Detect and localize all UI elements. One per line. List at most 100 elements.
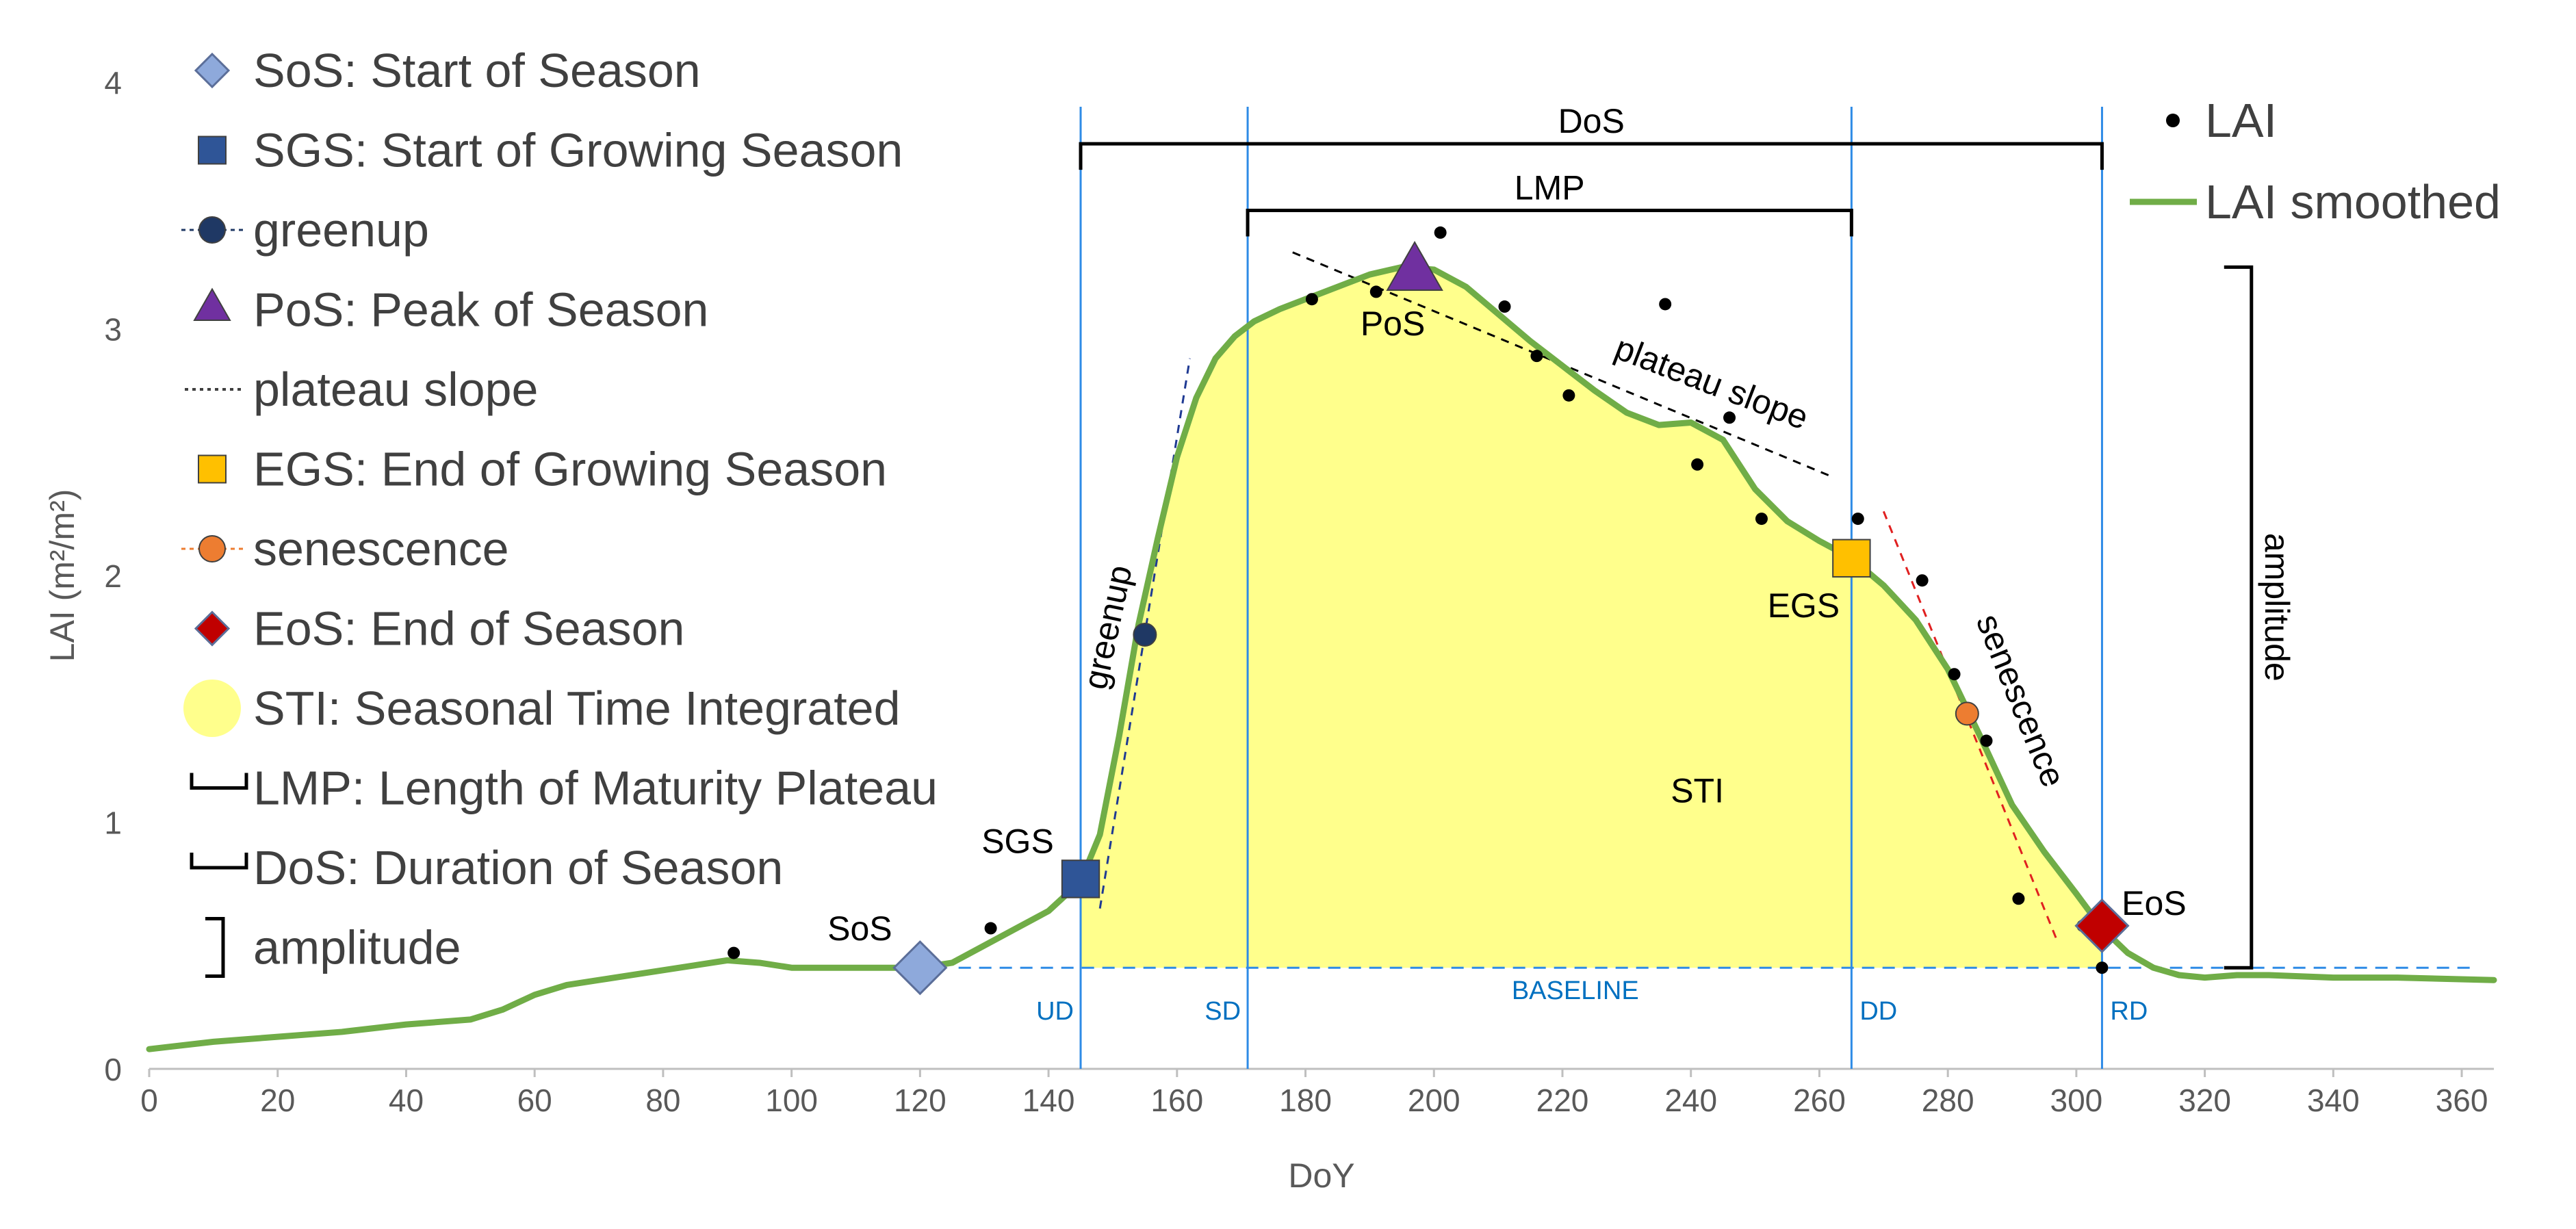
x-tick-label: 260 bbox=[1793, 1083, 1846, 1118]
baseline-label: BASELINE bbox=[1512, 976, 1639, 1005]
legend-bracket-symbol bbox=[190, 773, 248, 790]
egs-marker bbox=[1832, 539, 1871, 578]
x-tick-label: 220 bbox=[1536, 1083, 1589, 1118]
pos-marker bbox=[1386, 240, 1443, 291]
legend-triangle-symbol bbox=[193, 287, 231, 321]
amplitude-bracket bbox=[2224, 265, 2254, 970]
sos-label: SoS bbox=[827, 909, 892, 948]
legend-circle-symbol bbox=[198, 216, 226, 244]
legend-label: PoS: Peak of Season bbox=[253, 283, 708, 337]
legend-square-symbol bbox=[198, 454, 227, 484]
lai-point bbox=[2012, 892, 2025, 905]
legend-right: LAI LAI smoothed bbox=[2130, 94, 2501, 229]
sgs-marker bbox=[1061, 859, 1100, 898]
greenup-marker bbox=[1133, 623, 1157, 647]
y-tick-label: 1 bbox=[104, 805, 122, 841]
lai-smoothed-line bbox=[146, 263, 2497, 1052]
y-axis-title: LAI (m²/m²) bbox=[43, 489, 81, 662]
legend-label: senescence bbox=[253, 522, 509, 575]
legend-label: amplitude bbox=[253, 921, 461, 974]
legend-label: LAI bbox=[2205, 94, 2277, 147]
lai-point bbox=[1948, 668, 1961, 681]
vertical-line-label: RD bbox=[2110, 997, 2148, 1026]
x-tick-label: 160 bbox=[1150, 1083, 1203, 1118]
lai-point bbox=[1562, 389, 1575, 402]
legend-label: SoS: Start of Season bbox=[253, 44, 701, 97]
series-layer bbox=[146, 226, 2497, 1052]
x-tick-label: 40 bbox=[389, 1083, 424, 1118]
y-tick-label: 0 bbox=[104, 1052, 122, 1087]
legend-left: SoS: Start of Season SGS: Start of Growin… bbox=[181, 44, 938, 978]
lai-point bbox=[1980, 734, 1993, 747]
y-tick-label: 3 bbox=[104, 312, 122, 348]
legend-bracket-symbol bbox=[205, 917, 225, 978]
x-tick-label: 200 bbox=[1408, 1083, 1460, 1118]
x-tick-label: 80 bbox=[645, 1083, 680, 1118]
y-tick-label: 2 bbox=[104, 558, 122, 594]
legend-label: greenup bbox=[253, 203, 429, 257]
x-tick-label: 280 bbox=[1922, 1083, 1974, 1118]
lai-point bbox=[1723, 411, 1736, 424]
lai-point bbox=[1659, 298, 1672, 311]
x-tick-label: 320 bbox=[2178, 1083, 2231, 1118]
lai-point bbox=[1498, 300, 1511, 313]
eos-marker bbox=[2074, 898, 2130, 954]
x-tick-label: 180 bbox=[1279, 1083, 1332, 1118]
legend-label: SGS: Start of Growing Season bbox=[253, 124, 903, 177]
sti-fill-layer bbox=[1081, 267, 2102, 968]
dos-label: DoS bbox=[1558, 102, 1625, 140]
sti-label: STI bbox=[1671, 772, 1724, 810]
x-tick-label: 120 bbox=[894, 1083, 946, 1118]
legend-sti-symbol bbox=[183, 680, 241, 737]
legend-label: EoS: End of Season bbox=[253, 602, 684, 656]
lai-point bbox=[2096, 961, 2109, 974]
egs-label: EGS bbox=[1768, 586, 1840, 625]
x-tick-label: 360 bbox=[2436, 1083, 2488, 1118]
x-tick-label: 140 bbox=[1022, 1083, 1075, 1118]
x-tick-label: 20 bbox=[260, 1083, 295, 1118]
legend-diamond-symbol bbox=[194, 52, 231, 89]
legend-bracket-symbol bbox=[190, 853, 248, 870]
y-tick-label: 4 bbox=[104, 65, 122, 101]
axes-layer: 0 20 40 60 80 100 120 140 160 180 200 220 240 260 280 3… bbox=[43, 65, 2494, 1195]
lai-point bbox=[1851, 513, 1864, 526]
pos-label: PoS bbox=[1361, 305, 1426, 343]
lai-point bbox=[1691, 458, 1704, 471]
legend-label: EGS: End of Growing Season bbox=[253, 443, 887, 496]
x-tick-label: 100 bbox=[765, 1083, 818, 1118]
dos-bracket bbox=[1079, 142, 2104, 170]
vertical-line-label: DD bbox=[1859, 997, 1897, 1026]
vertical-line-label: UD bbox=[1036, 997, 1074, 1026]
lai-point bbox=[1755, 513, 1768, 526]
x-tick-label: 240 bbox=[1664, 1083, 1717, 1118]
legend-label: plateau slope bbox=[253, 363, 538, 416]
amplitude-label: amplitude bbox=[2258, 533, 2296, 682]
legend-label: DoS: Duration of Season bbox=[253, 841, 783, 894]
senescence-slope-line bbox=[1882, 510, 2059, 942]
legend-label: STI: Seasonal Time Integrated bbox=[253, 682, 901, 735]
vertical-line-label: SD bbox=[1205, 997, 1241, 1026]
lai-point bbox=[1305, 293, 1318, 306]
sti-area bbox=[1081, 267, 2102, 968]
legend-square-symbol bbox=[198, 135, 227, 165]
markers-layer bbox=[892, 240, 2130, 996]
legend-lai-dot bbox=[2166, 114, 2180, 127]
senescence-marker bbox=[1955, 701, 1979, 726]
lmp-label: LMP bbox=[1515, 168, 1585, 207]
legend-label: LAI smoothed bbox=[2205, 175, 2501, 229]
lai-point bbox=[1530, 350, 1543, 363]
x-axis-title: DoY bbox=[1288, 1156, 1354, 1195]
legend-label: LMP: Length of Maturity Plateau bbox=[253, 762, 938, 815]
lai-point bbox=[984, 922, 997, 935]
eos-label: EoS bbox=[2122, 884, 2187, 922]
lai-point bbox=[1434, 226, 1447, 239]
legend-circle-symbol bbox=[198, 535, 226, 562]
x-tick-label: 60 bbox=[517, 1083, 552, 1118]
lai-point bbox=[1369, 285, 1382, 298]
legend-diamond-symbol bbox=[194, 610, 231, 647]
x-tick-label: 0 bbox=[140, 1083, 158, 1118]
x-tick-label: 340 bbox=[2307, 1083, 2360, 1118]
x-tick-label: 300 bbox=[2050, 1083, 2103, 1118]
sos-marker bbox=[892, 940, 948, 996]
